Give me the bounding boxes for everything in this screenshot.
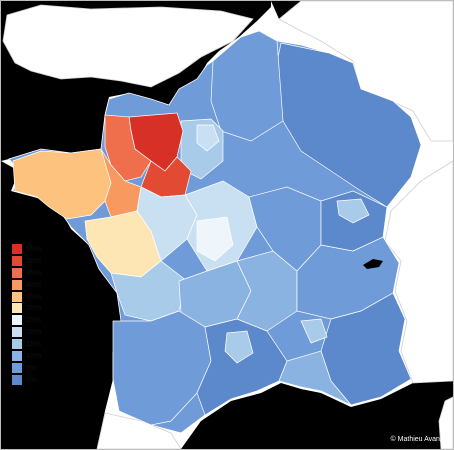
legend-label: 20%	[26, 327, 42, 337]
legend-item: 15%	[12, 338, 72, 350]
england-land	[2, 4, 254, 88]
legend-swatch	[12, 279, 22, 290]
legend-label: 40%	[26, 279, 42, 289]
legend-label: 55%	[26, 243, 42, 253]
legend-swatch	[12, 339, 22, 350]
region-light-patch-1	[336, 198, 370, 224]
region-light-patch-3	[300, 318, 328, 344]
region-provence	[278, 350, 352, 406]
legend-swatch	[12, 327, 22, 338]
region-paris-core	[196, 124, 220, 152]
legend-swatch	[12, 315, 22, 326]
map-legend: 55% 50% 45% 40% 35% 30% 25% 20% 15% 10% 5% 0%	[12, 243, 72, 386]
legend-swatch	[12, 350, 22, 361]
region-northeast	[270, 42, 422, 208]
legend-swatch	[12, 255, 22, 266]
region-northcenter	[210, 30, 284, 142]
mediterranean-sea	[181, 381, 453, 449]
legend-label: 15%	[26, 339, 42, 349]
legend-label: 5%	[26, 362, 37, 372]
legend-label: 25%	[26, 315, 42, 325]
region-normandy-west	[104, 114, 152, 182]
region-light-patch-2	[224, 330, 254, 364]
jersey-island	[99, 113, 103, 119]
legend-item: 25%	[12, 314, 72, 326]
legend-item: 40%	[12, 279, 72, 291]
legend-label: 50%	[26, 255, 42, 265]
legend-item: 0%	[12, 374, 72, 386]
legend-swatch	[12, 291, 22, 302]
legend-item: 30%	[12, 302, 72, 314]
spain-land	[96, 412, 182, 449]
legend-item: 50%	[12, 255, 72, 267]
atlantic-sea	[1, 161, 121, 449]
switzerland-italy-land	[384, 160, 453, 384]
legend-item: 55%	[12, 243, 72, 255]
regions	[12, 30, 422, 426]
legend-item: 20%	[12, 326, 72, 338]
legend-label: 0%	[26, 374, 37, 384]
legend-label: 30%	[26, 303, 42, 313]
legend-label: 45%	[26, 267, 42, 277]
map-credit: © Mathieu Avanzi	[390, 436, 445, 443]
legend-swatch	[12, 374, 22, 385]
legend-swatch	[12, 303, 22, 314]
lake-geneva	[363, 259, 383, 269]
corsica-island	[438, 396, 453, 449]
legend-label: 35%	[26, 291, 42, 301]
legend-label: 10%	[26, 350, 42, 360]
legend-item: 45%	[12, 267, 72, 279]
legend-swatch	[12, 362, 22, 373]
legend-item: 35%	[12, 291, 72, 303]
legend-item: 10%	[12, 350, 72, 362]
legend-swatch	[12, 243, 22, 254]
north-sea-strip	[271, 1, 301, 19]
legend-item: 5%	[12, 362, 72, 374]
region-center-light	[196, 216, 234, 262]
legend-swatch	[12, 267, 22, 278]
